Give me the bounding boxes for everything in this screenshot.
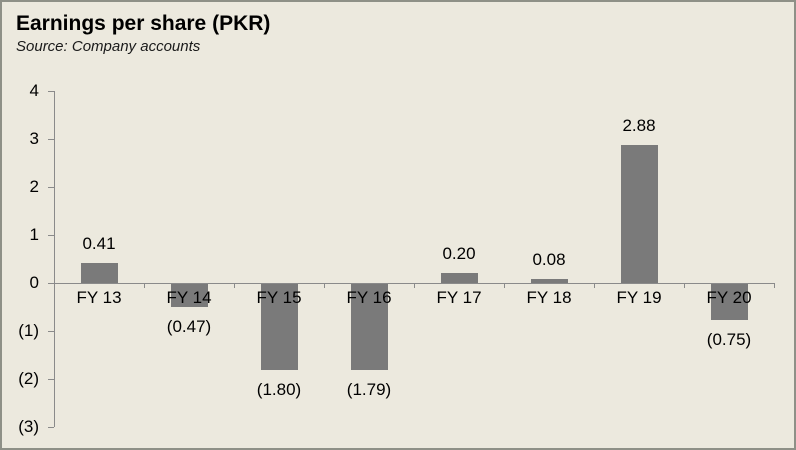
bar-value-label: 0.20 [442,244,476,264]
x-axis-tick [414,283,415,288]
chart-source: Source: Company accounts [16,38,201,55]
x-axis-tick [774,283,775,288]
x-axis-category-label: FY 14 [166,288,212,307]
y-axis-line [54,91,55,427]
y-axis-tick-label: 4 [29,81,39,100]
x-axis-category-label: FY 18 [526,288,572,307]
x-axis-tick [684,283,685,288]
x-axis-tick [144,283,145,288]
bar-value-label: (1.80) [256,380,302,400]
y-axis-tick-label: (1) [18,321,39,340]
x-axis-category-label: FY 13 [76,288,122,307]
y-axis-tick [48,139,54,140]
x-axis-tick [324,283,325,288]
y-axis-tick [48,187,54,188]
y-axis-tick-label: 0 [29,273,39,292]
x-axis-tick [594,283,595,288]
y-axis-tick-label: (2) [18,369,39,388]
bar-FY20 [710,284,748,320]
bar-value-label: (1.79) [346,379,392,399]
x-axis-category-label: FY 16 [346,288,392,307]
bar-FY13 [80,263,118,283]
y-axis-tick [48,91,54,92]
bar-FY19 [620,144,658,283]
y-axis-tick-label: 1 [29,225,39,244]
y-axis-tick-label: 3 [29,129,39,148]
x-axis-tick [234,283,235,288]
bar-FY17 [440,273,478,283]
y-axis-tick [48,331,54,332]
bar-value-label: (0.75) [706,330,752,349]
bar-FY15 [260,284,298,371]
bar-FY14 [170,284,208,307]
x-axis-category-label: FY 17 [436,288,482,307]
bar-value-label: 2.88 [622,115,656,135]
x-axis-category-label: FY 20 [706,288,752,307]
bar-value-label: 0.08 [532,250,566,270]
bar-FY18 [530,279,568,283]
y-axis-tick-label: 2 [29,177,39,196]
bar-FY16 [350,284,388,370]
chart-title: Earnings per share (PKR) [16,12,271,35]
y-axis-tick [48,283,54,284]
x-axis-category-label: FY 15 [256,288,302,307]
y-axis-tick-label: (3) [18,417,39,436]
y-axis-tick [48,235,54,236]
x-axis-tick [504,283,505,288]
bar-value-label: (0.47) [166,316,212,336]
y-axis-tick [48,427,54,428]
y-axis-tick [48,379,54,380]
bar-value-label: 0.41 [82,234,116,254]
x-axis-category-label: FY 19 [616,288,662,307]
